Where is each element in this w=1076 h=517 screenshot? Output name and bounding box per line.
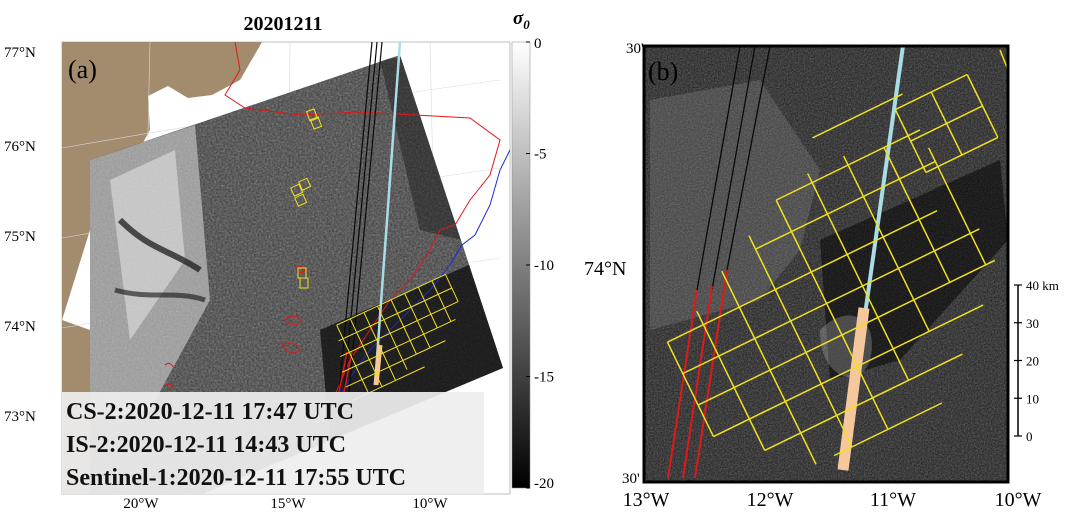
panel-a-label: (a)	[68, 55, 97, 84]
land-greenland	[62, 42, 262, 320]
ice-edge-red-a	[224, 42, 501, 396]
colorbar-tick-label: -20	[534, 476, 554, 492]
sentinel-grid-a	[290, 108, 459, 402]
scale-bar-tick-label: 30	[1026, 316, 1039, 331]
colorbar-tick-label: -5	[534, 147, 547, 163]
panel-b-frame	[642, 44, 1010, 484]
panel-b-label: (b)	[648, 57, 678, 86]
timestamp-is2: IS-2:2020-12-11 14:43 UTC	[66, 432, 346, 458]
scale-bar: 40 km 30 20 10 0	[1014, 278, 1059, 444]
scale-bar-tick-label: 10	[1026, 391, 1039, 406]
lat-label-76: 76°N	[4, 139, 36, 155]
ice-floe-region	[650, 80, 820, 330]
colorbar-ticks: 0 -5 -10 -15 -20	[526, 36, 554, 492]
scale-bar-tick-label: 40 km	[1026, 278, 1059, 293]
lon-label-10w: 10°W	[995, 489, 1042, 511]
lon-label-13w: 13°W	[623, 489, 670, 511]
colorbar-tick-label: -10	[534, 258, 554, 274]
is2-highlight-b	[837, 307, 870, 471]
is2-highlight-a	[373, 344, 383, 386]
panel-a: 20201211	[4, 8, 554, 512]
lat-label-77: 77°N	[4, 45, 36, 61]
timestamps-background	[62, 392, 484, 494]
sentinel-grid-b	[666, 49, 1008, 465]
colorbar-tick-label: 0	[534, 36, 542, 52]
lon-label-20w: 20°W	[123, 496, 159, 512]
panel-b: (b) 30' 30' 74°N 13°W 12°W 11°W 10°W 40 …	[584, 41, 1059, 511]
lon-label-11w: 11°W	[870, 489, 916, 511]
lon-label-10w: 10°W	[412, 496, 448, 512]
is2-track-a	[373, 42, 402, 386]
lat-label-75: 75°N	[4, 229, 36, 245]
lat-label-73: 73°N	[4, 409, 36, 425]
scale-bar-ticks: 40 km 30 20 10 0	[1014, 278, 1059, 444]
timestamp-sentinel1: Sentinel-1:2020-12-11 17:55 UTC	[66, 465, 406, 491]
lon-label-12w: 12°W	[747, 489, 794, 511]
lon-labels-a: 20°W 15°W 10°W	[123, 496, 448, 512]
colorbar-tick-label: -15	[534, 370, 554, 386]
panel-b-lat-label: 74°N	[584, 258, 626, 280]
cs2-tracks-b	[696, 46, 771, 291]
colorbar: σ0 0 -5 -10 -15 -20	[511, 8, 554, 492]
cs2-tracks-red-b	[667, 269, 728, 479]
scale-bar-tick-label: 0	[1026, 429, 1033, 444]
lat-label-74: 74°N	[4, 319, 36, 335]
panel-b-corner-bottom: 30'	[622, 471, 640, 487]
panel-a-title: 20201211	[244, 13, 323, 35]
timestamp-cs2: CS-2:2020-12-11 17:47 UTC	[66, 399, 354, 425]
colorbar-title: σ0	[513, 8, 530, 32]
lon-labels-b: 13°W 12°W 11°W 10°W	[623, 489, 1042, 511]
timestamps-box: CS-2:2020-12-11 17:47 UTC IS-2:2020-12-1…	[62, 392, 484, 494]
lat-labels-a: 77°N 76°N 75°N 74°N 73°N	[4, 45, 36, 425]
scale-bar-tick-label: 20	[1026, 354, 1039, 369]
panel-b-corner-top: 30'	[626, 41, 644, 57]
lon-label-15w: 15°W	[270, 496, 306, 512]
